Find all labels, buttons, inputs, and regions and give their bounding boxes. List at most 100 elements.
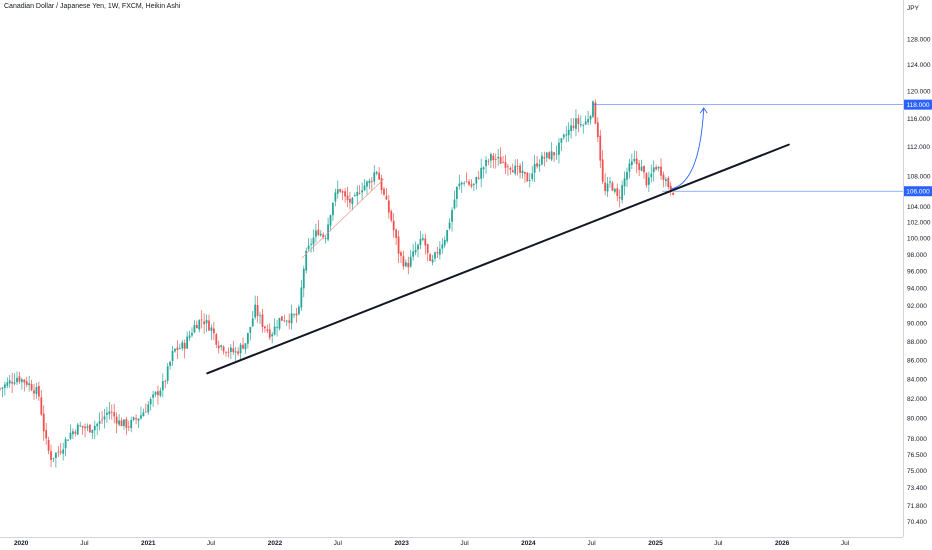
candle-body: [657, 166, 660, 169]
candle-body: [395, 229, 398, 238]
candle-body: [633, 158, 636, 162]
candle-body: [565, 134, 568, 136]
candle-body: [451, 209, 453, 222]
candle-body: [594, 102, 597, 124]
candle-body: [468, 181, 470, 185]
x-tick-label: 2022: [268, 540, 283, 547]
candle-body: [288, 320, 291, 323]
candle-body: [621, 185, 624, 200]
candle-body: [329, 215, 332, 226]
candle-body: [278, 317, 281, 329]
candle-body: [385, 195, 388, 200]
candle-body: [429, 254, 432, 261]
candle-body: [584, 121, 587, 125]
candle-body: [115, 416, 118, 424]
candle-body: [283, 320, 286, 322]
candle-body: [106, 412, 108, 415]
candle-body: [217, 345, 220, 349]
candle-body: [643, 165, 645, 173]
y-tick-label: 80.000: [907, 416, 927, 423]
candle-body: [315, 230, 317, 237]
candle-body: [664, 179, 667, 182]
candle-body: [290, 313, 293, 324]
candle-body: [229, 347, 232, 352]
candles: [0, 99, 675, 468]
candle-body: [346, 195, 349, 201]
candle-body: [351, 197, 354, 205]
candle-body: [626, 172, 628, 180]
y-tick-label: 75.000: [907, 468, 927, 475]
candle-body: [453, 199, 456, 209]
y-tick-label: 100.000: [907, 236, 931, 243]
candle-body: [324, 238, 327, 240]
candle-body: [611, 182, 614, 191]
y-tick-label: 102.000: [907, 220, 931, 227]
candle-body: [434, 252, 436, 259]
candle-body: [368, 180, 371, 184]
candle-body: [443, 240, 446, 246]
candle-body: [655, 166, 658, 170]
candle-body: [378, 172, 381, 180]
candle-body: [485, 159, 487, 167]
candle-body: [261, 314, 264, 327]
candle-body: [543, 157, 546, 159]
y-tick-label: 128.000: [907, 36, 931, 43]
candle-body: [426, 244, 429, 254]
candle-body: [507, 166, 509, 168]
x-tick-label: 2025: [648, 540, 663, 547]
candle-body: [149, 399, 152, 405]
candle-body: [524, 171, 526, 174]
candle-body: [81, 425, 84, 428]
candle-body: [387, 200, 390, 213]
x-tick-label: 2024: [521, 540, 536, 547]
candle-body: [596, 122, 599, 138]
candle-body: [613, 188, 616, 192]
y-tick-label: 73.400: [907, 485, 927, 492]
candle-body: [135, 418, 137, 420]
candle-body: [3, 384, 6, 388]
candle-body: [152, 394, 155, 398]
candle-body: [225, 351, 227, 353]
candle-body: [161, 381, 164, 391]
candle-body: [660, 166, 662, 176]
candle-body: [672, 192, 675, 196]
candle-body: [601, 159, 604, 182]
price-level-badge-text: 106.000: [906, 189, 930, 196]
candle-body: [516, 166, 519, 167]
candle-body: [509, 167, 512, 170]
candle-body: [249, 326, 252, 333]
candle-body: [108, 411, 111, 415]
x-tick-label: Jul: [460, 540, 469, 547]
x-tick-label: Jul: [714, 540, 723, 547]
candle-body: [589, 116, 592, 120]
candle-body: [186, 336, 189, 349]
candle-body: [256, 304, 259, 316]
candle-body: [463, 182, 466, 184]
candle-body: [166, 366, 169, 381]
candle-body: [305, 250, 308, 271]
candle-body: [18, 376, 21, 382]
candle-body: [123, 419, 125, 427]
candle-body: [113, 412, 116, 417]
candle-body: [28, 383, 31, 386]
candle-body: [662, 174, 665, 180]
candle-body: [533, 164, 536, 173]
candle-body: [538, 164, 541, 167]
candle-body: [572, 125, 575, 128]
candle-body: [402, 256, 405, 267]
candle-body: [276, 327, 278, 328]
candle-body: [37, 386, 40, 397]
candle-body: [285, 320, 288, 322]
candle-body: [259, 315, 261, 317]
candle-body: [193, 324, 196, 333]
candle-body: [640, 166, 643, 171]
y-tick-label: 108.000: [907, 173, 931, 180]
candle-body: [555, 153, 558, 155]
y-tick-label: 92.000: [907, 303, 927, 310]
candle-body: [470, 184, 473, 187]
candle-body: [281, 316, 283, 321]
candle-body: [567, 129, 570, 136]
candle-body: [647, 177, 650, 185]
candle-body: [312, 237, 315, 245]
